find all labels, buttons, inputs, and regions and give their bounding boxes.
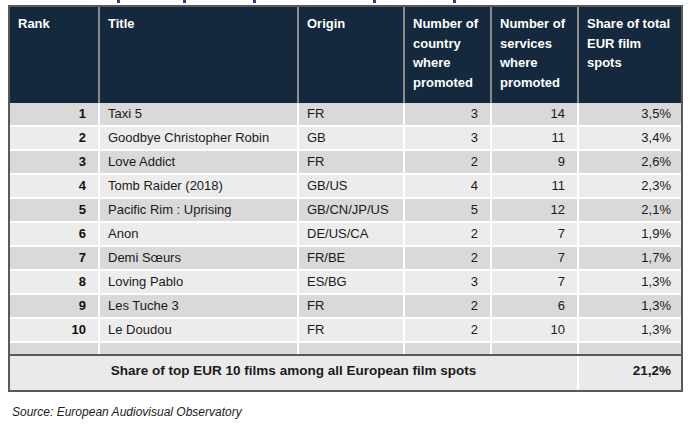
title-cell: Demi Sœurs: [100, 247, 299, 269]
origin-cell: GB/US: [299, 175, 405, 197]
column-header-share: Share of total EUR film spots: [579, 7, 681, 103]
share-cell: 1,7%: [579, 247, 681, 269]
share-cell: 2,6%: [579, 151, 681, 173]
table-row: 3 Love Addict FR 2 9 2,6%: [10, 151, 681, 175]
title-cell: Les Tuche 3: [100, 295, 299, 317]
column-header-rank: Rank: [10, 7, 100, 103]
share-cell: 1,3%: [579, 271, 681, 293]
table-row: 7 Demi Sœurs FR/BE 2 7 1,7%: [10, 247, 681, 271]
rank-cell: 1: [10, 103, 100, 125]
origin-cell: FR: [299, 151, 405, 173]
countries-cell: 2: [405, 247, 492, 269]
services-cell: 6: [492, 295, 579, 317]
rank-cell: 8: [10, 271, 100, 293]
table-row: 6 Anon DE/US/CA 2 7 1,9%: [10, 223, 681, 247]
spacer-cell: [492, 343, 579, 354]
share-cell: 3,5%: [579, 103, 681, 125]
services-cell: 7: [492, 271, 579, 293]
column-header-countries: Number of country where promoted: [405, 7, 492, 103]
title-cell: Taxi 5: [100, 103, 299, 125]
table-row: 5 Pacific Rim : Uprising GB/CN/JP/US 5 1…: [10, 199, 681, 223]
clipped-text-mark: [373, 0, 376, 3]
summary-row: Share of top EUR 10 films among all Euro…: [10, 354, 681, 390]
summary-label: Share of top EUR 10 films among all Euro…: [10, 356, 579, 390]
countries-cell: 2: [405, 295, 492, 317]
table-row: 2 Goodbye Christopher Robin GB 3 11 3,4%: [10, 127, 681, 151]
spacer-cell: [100, 343, 299, 354]
share-cell: 3,4%: [579, 127, 681, 149]
spacer-cell: [405, 343, 492, 354]
summary-value: 21,2%: [579, 356, 681, 390]
table-row: 10 Le Doudou FR 2 10 1,3%: [10, 319, 681, 343]
table-row: 1 Taxi 5 FR 3 14 3,5%: [10, 103, 681, 127]
origin-cell: GB: [299, 127, 405, 149]
table-row: 4 Tomb Raider (2018) GB/US 4 11 2,3%: [10, 175, 681, 199]
column-header-title: Title: [100, 7, 299, 103]
share-cell: 1,3%: [579, 295, 681, 317]
share-cell: 2,3%: [579, 175, 681, 197]
services-cell: 11: [492, 175, 579, 197]
services-cell: 9: [492, 151, 579, 173]
table-header-row: Rank Title Origin Number of country wher…: [10, 7, 681, 103]
countries-cell: 4: [405, 175, 492, 197]
origin-cell: FR: [299, 103, 405, 125]
page: Rank Title Origin Number of country wher…: [0, 0, 690, 431]
origin-cell: FR: [299, 295, 405, 317]
countries-cell: 2: [405, 319, 492, 341]
origin-cell: DE/US/CA: [299, 223, 405, 245]
rank-cell: 5: [10, 199, 100, 221]
rank-cell: 6: [10, 223, 100, 245]
column-header-services: Number of services where promoted: [492, 7, 579, 103]
clipped-text-mark: [117, 0, 120, 3]
services-cell: 7: [492, 247, 579, 269]
clipped-text-mark: [253, 0, 256, 3]
services-cell: 7: [492, 223, 579, 245]
title-cell: Goodbye Christopher Robin: [100, 127, 299, 149]
title-cell: Pacific Rim : Uprising: [100, 199, 299, 221]
table-row: 9 Les Tuche 3 FR 2 6 1,3%: [10, 295, 681, 319]
services-cell: 14: [492, 103, 579, 125]
rank-cell: 3: [10, 151, 100, 173]
rank-cell: 2: [10, 127, 100, 149]
spacer-cell: [10, 343, 100, 354]
countries-cell: 2: [405, 151, 492, 173]
spacer-row: [10, 343, 681, 354]
table-row: 8 Loving Pablo ES/BG 3 7 1,3%: [10, 271, 681, 295]
origin-cell: ES/BG: [299, 271, 405, 293]
countries-cell: 3: [405, 103, 492, 125]
countries-cell: 5: [405, 199, 492, 221]
clipped-text-mark: [183, 0, 186, 3]
services-cell: 11: [492, 127, 579, 149]
countries-cell: 3: [405, 271, 492, 293]
services-cell: 10: [492, 319, 579, 341]
rank-cell: 4: [10, 175, 100, 197]
countries-cell: 2: [405, 223, 492, 245]
column-header-origin: Origin: [299, 7, 405, 103]
spacer-cell: [579, 343, 681, 354]
origin-cell: GB/CN/JP/US: [299, 199, 405, 221]
rank-cell: 7: [10, 247, 100, 269]
source-note: Source: European Audiovisual Observatory: [12, 405, 242, 419]
rank-cell: 10: [10, 319, 100, 341]
title-cell: Le Doudou: [100, 319, 299, 341]
origin-cell: FR/BE: [299, 247, 405, 269]
services-cell: 12: [492, 199, 579, 221]
share-cell: 2,1%: [579, 199, 681, 221]
clipped-text-mark: [453, 0, 456, 3]
spacer-cell: [299, 343, 405, 354]
countries-cell: 3: [405, 127, 492, 149]
title-cell: Anon: [100, 223, 299, 245]
top-eur-films-table: Rank Title Origin Number of country wher…: [8, 5, 683, 392]
rank-cell: 9: [10, 295, 100, 317]
title-cell: Love Addict: [100, 151, 299, 173]
share-cell: 1,3%: [579, 319, 681, 341]
share-cell: 1,9%: [579, 223, 681, 245]
title-cell: Loving Pablo: [100, 271, 299, 293]
origin-cell: FR: [299, 319, 405, 341]
title-cell: Tomb Raider (2018): [100, 175, 299, 197]
table-body: 1 Taxi 5 FR 3 14 3,5% 2 Goodbye Christop…: [10, 103, 681, 343]
